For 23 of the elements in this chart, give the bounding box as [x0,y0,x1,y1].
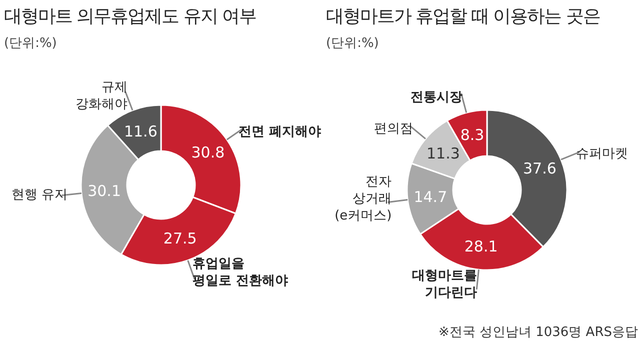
data-label: 28.1 [464,238,498,256]
data-label: 30.1 [88,182,122,200]
chart-subtitle: (단위:%) [326,35,379,52]
data-label: 8.3 [460,126,484,144]
chart-title: 대형마트 의무휴업제도 유지 여부 [4,5,256,28]
data-label: 11.3 [426,144,460,163]
slice-label: 전면 폐지해야 [238,124,321,140]
data-label: 27.5 [163,230,197,248]
slice-label: 슈퍼마켓 [576,146,628,162]
slice-label: 편의점 [374,121,414,136]
slice-label: 대형마트를 기다린다 [412,268,478,300]
slice-label: 규제 강화해야 [75,80,128,112]
slice-label: 전자 상거래 (e커머스) [334,174,392,224]
chart-title: 대형마트가 휴업할 때 이용하는 곳은 [326,5,600,28]
slice-label: 휴업일을 평일로 전환해야 [192,256,288,288]
chart-subtitle: (단위:%) [4,35,57,52]
slice-label: 전통시장 [410,90,462,105]
data-label: 14.7 [414,188,448,206]
data-label: 30.8 [191,144,225,162]
data-label: 11.6 [124,122,158,141]
slice-label: 현행 유지 [11,187,68,202]
data-label: 37.6 [523,159,556,178]
text: ※전국 성인남녀 1036명 ARS응답 [437,324,638,341]
